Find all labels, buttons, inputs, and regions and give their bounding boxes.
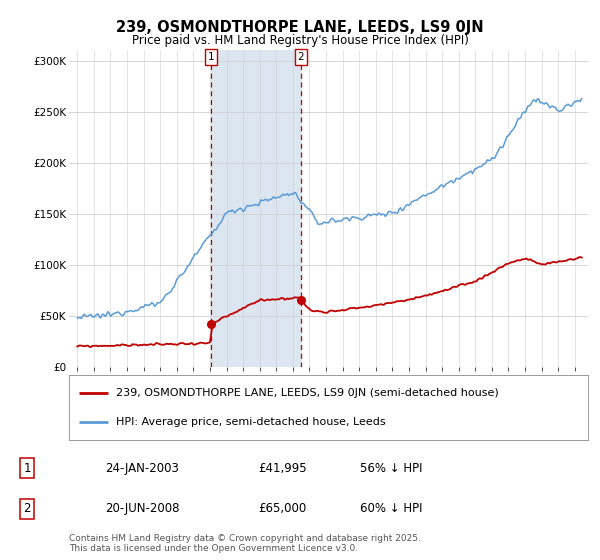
Text: 2: 2	[23, 502, 31, 515]
Text: 239, OSMONDTHORPE LANE, LEEDS, LS9 0JN (semi-detached house): 239, OSMONDTHORPE LANE, LEEDS, LS9 0JN (…	[116, 388, 499, 398]
Text: 239, OSMONDTHORPE LANE, LEEDS, LS9 0JN: 239, OSMONDTHORPE LANE, LEEDS, LS9 0JN	[116, 20, 484, 35]
Text: 1: 1	[208, 52, 214, 62]
Text: £65,000: £65,000	[258, 502, 306, 515]
Text: 60% ↓ HPI: 60% ↓ HPI	[360, 502, 422, 515]
Text: 2: 2	[298, 52, 304, 62]
Text: HPI: Average price, semi-detached house, Leeds: HPI: Average price, semi-detached house,…	[116, 417, 385, 427]
Text: 56% ↓ HPI: 56% ↓ HPI	[360, 462, 422, 475]
Text: 24-JAN-2003: 24-JAN-2003	[105, 462, 179, 475]
Text: Contains HM Land Registry data © Crown copyright and database right 2025.
This d: Contains HM Land Registry data © Crown c…	[69, 534, 421, 553]
Text: £41,995: £41,995	[258, 462, 307, 475]
Text: 20-JUN-2008: 20-JUN-2008	[105, 502, 179, 515]
Text: Price paid vs. HM Land Registry's House Price Index (HPI): Price paid vs. HM Land Registry's House …	[131, 34, 469, 46]
Text: 1: 1	[23, 462, 31, 475]
Bar	[211, 50, 301, 367]
